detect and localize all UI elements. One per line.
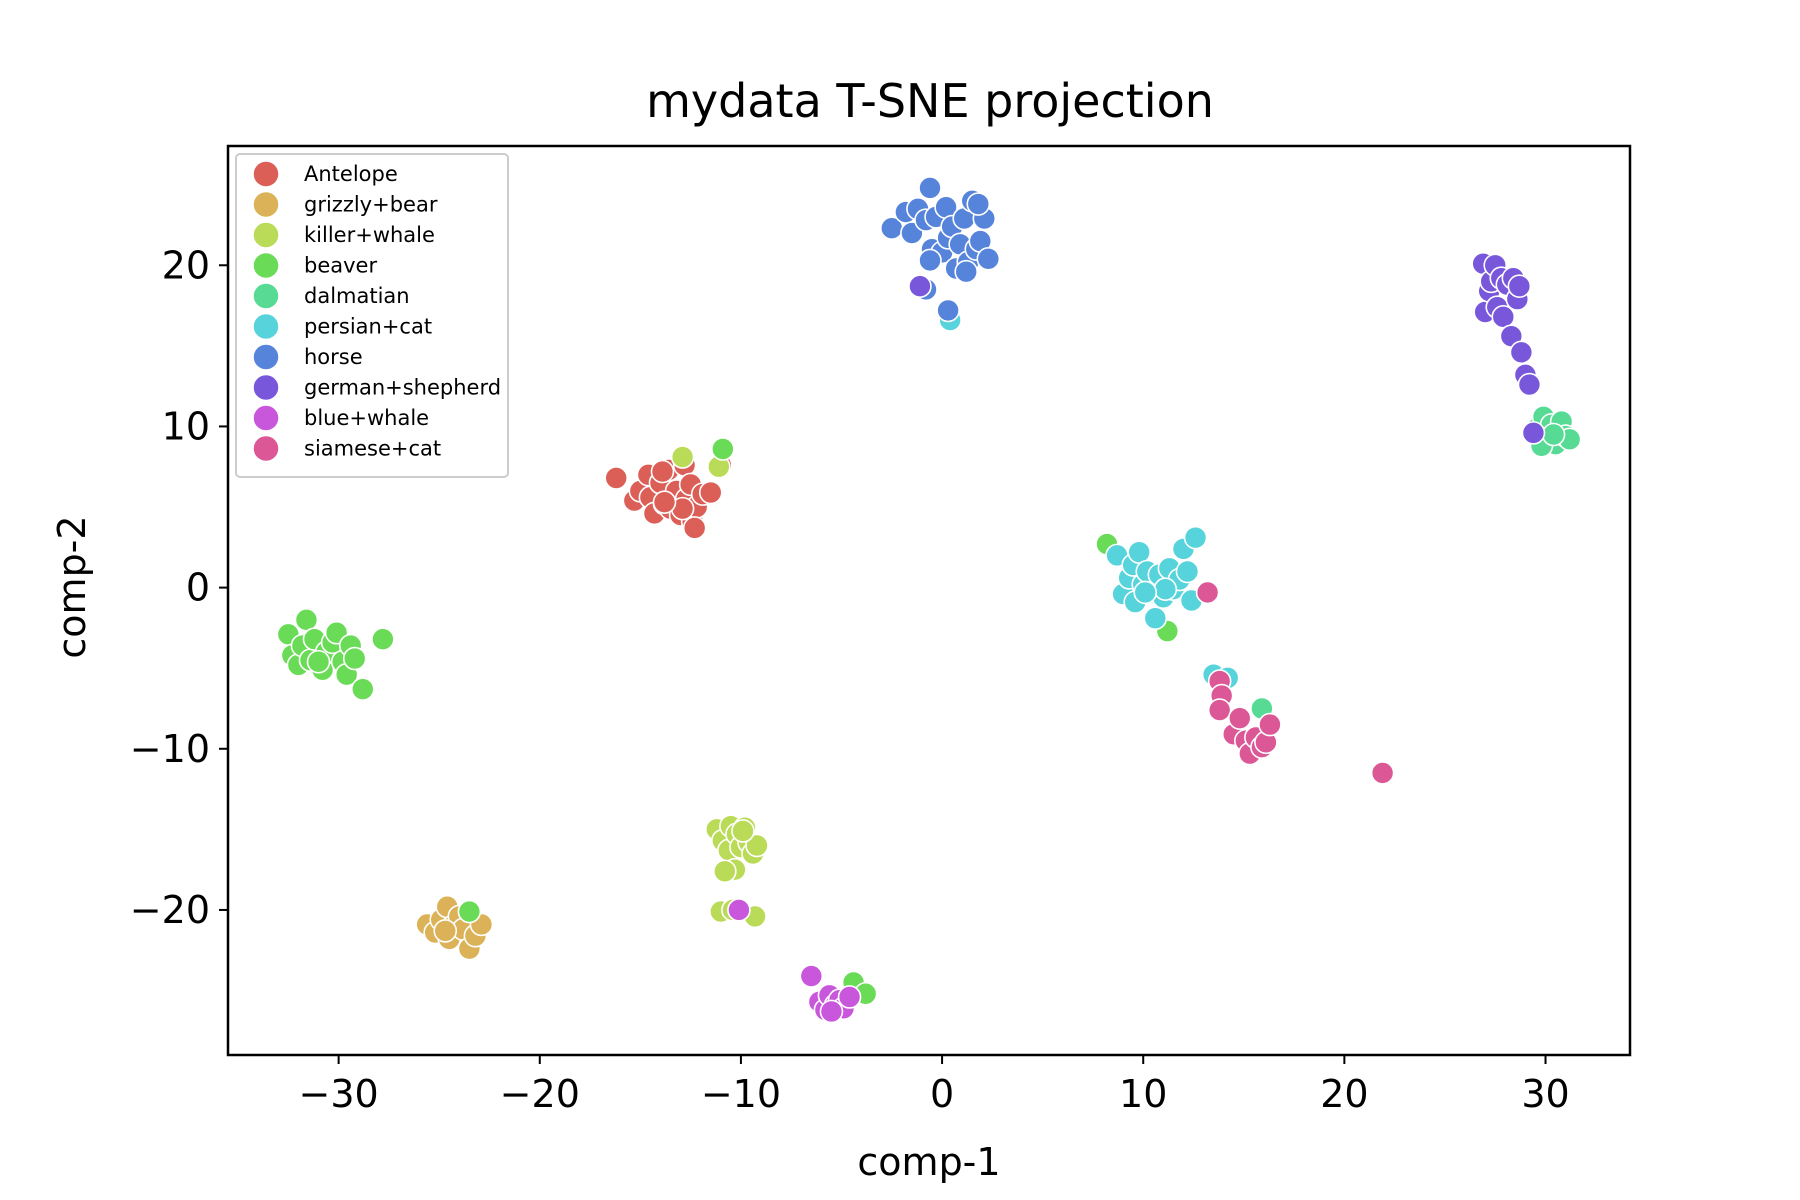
points-layer bbox=[276, 176, 1582, 1024]
x-tick-label: 30 bbox=[1521, 1072, 1569, 1116]
scatter-point-3 bbox=[457, 899, 482, 924]
x-tick-label: 10 bbox=[1119, 1072, 1167, 1116]
scatter-point-9 bbox=[1370, 761, 1395, 785]
legend-label: persian+cat bbox=[304, 315, 432, 339]
legend: Antelope grizzly+bear killer+whale beaver da… bbox=[235, 153, 509, 478]
scatter-point-6 bbox=[954, 259, 979, 284]
scatter-point-1 bbox=[433, 919, 458, 943]
x-tick-label: −20 bbox=[500, 1072, 580, 1116]
scatter-point-8 bbox=[837, 985, 862, 1009]
legend-label: beaver bbox=[304, 254, 377, 278]
legend-label: Antelope bbox=[304, 162, 398, 186]
legend-marker bbox=[252, 343, 280, 371]
scatter-point-3 bbox=[306, 649, 331, 674]
scatter-point-6 bbox=[976, 247, 1001, 271]
scatter-point-6 bbox=[936, 298, 960, 323]
legend-marker bbox=[252, 160, 280, 188]
x-axis-label: comp-1 bbox=[857, 1140, 1000, 1184]
x-axis: −30 −20 −10 0 10 20 30 bbox=[299, 1055, 1570, 1116]
y-tick-label: 10 bbox=[162, 404, 210, 448]
x-tick-label: 0 bbox=[930, 1072, 954, 1116]
scatter-point-9 bbox=[1195, 580, 1220, 605]
scatter-point-9 bbox=[1207, 698, 1232, 722]
legend-label: killer+whale bbox=[304, 223, 435, 247]
legend-label: grizzly+bear bbox=[304, 193, 438, 217]
scatter-point-5 bbox=[1153, 577, 1178, 602]
legend-label: horse bbox=[304, 345, 363, 369]
scatter-point-3 bbox=[711, 437, 735, 461]
legend-marker bbox=[252, 282, 280, 310]
scatter-point-2 bbox=[745, 833, 769, 858]
scatter-point-5 bbox=[1175, 559, 1200, 584]
scatter-point-3 bbox=[371, 627, 395, 651]
scatter-point-6 bbox=[918, 248, 942, 273]
plot-frame bbox=[226, 144, 1632, 1057]
legend-label: blue+whale bbox=[304, 406, 429, 430]
x-tick-label: −10 bbox=[701, 1072, 781, 1116]
scatter-point-5 bbox=[1133, 580, 1158, 605]
scatter-point-7 bbox=[1509, 340, 1534, 365]
scatter-point-0 bbox=[652, 490, 677, 514]
scatter-point-6 bbox=[918, 176, 942, 200]
scatter-point-7 bbox=[1521, 421, 1546, 445]
legend-marker bbox=[252, 190, 280, 219]
chart-title: mydata T-SNE projection bbox=[646, 74, 1214, 128]
scatter-point-2 bbox=[713, 859, 737, 884]
scatter-point-7 bbox=[1507, 274, 1532, 299]
scatter-point-3 bbox=[350, 677, 375, 701]
scatter-point-6 bbox=[966, 192, 991, 216]
scatter-point-5 bbox=[1143, 606, 1168, 631]
scatter-point-0 bbox=[650, 459, 675, 484]
y-tick-label: −10 bbox=[130, 727, 210, 771]
y-tick-label: 20 bbox=[162, 243, 210, 287]
legend-marker bbox=[252, 373, 280, 402]
legend-label: german+shepherd bbox=[304, 376, 501, 400]
y-tick-label: 0 bbox=[186, 566, 210, 610]
legend-marker bbox=[252, 434, 280, 463]
scatter-point-7 bbox=[1517, 372, 1542, 397]
legend-label: dalmatian bbox=[304, 284, 410, 308]
legend-box bbox=[235, 153, 509, 478]
scatter-point-9 bbox=[1227, 706, 1252, 730]
scatter-point-3 bbox=[342, 646, 367, 671]
scatter-point-2 bbox=[670, 445, 695, 469]
y-tick-label: −20 bbox=[130, 888, 210, 932]
scatter-point-0 bbox=[604, 466, 629, 490]
x-tick-label: −30 bbox=[299, 1072, 379, 1116]
scatter-point-8 bbox=[727, 898, 751, 922]
legend-marker bbox=[252, 221, 280, 249]
legend-marker bbox=[252, 312, 280, 341]
y-axis: −20 −10 0 10 20 bbox=[130, 243, 228, 932]
y-axis-label: comp-2 bbox=[50, 515, 94, 658]
scatter-point-9 bbox=[1258, 712, 1282, 737]
scatter-point-2 bbox=[731, 819, 755, 843]
scatter-point-0 bbox=[682, 516, 707, 540]
legend-label: siamese+cat bbox=[304, 437, 441, 461]
legend-marker bbox=[252, 404, 280, 432]
scatter-point-0 bbox=[698, 480, 723, 505]
scatter-point-7 bbox=[908, 274, 932, 299]
scatter-point-8 bbox=[799, 964, 824, 988]
scatter-point-8 bbox=[819, 999, 844, 1024]
x-tick-label: 20 bbox=[1320, 1072, 1368, 1116]
legend-marker bbox=[252, 251, 280, 280]
scatter-point-5 bbox=[1183, 525, 1208, 550]
scatter-point-4 bbox=[1541, 422, 1566, 447]
